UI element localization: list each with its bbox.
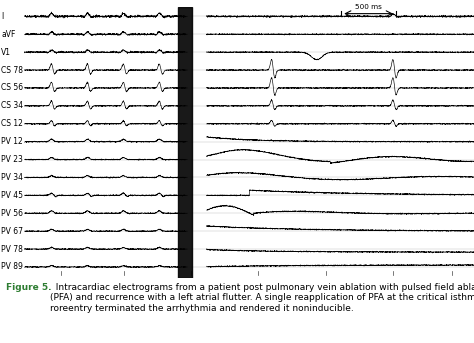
Text: PV 67: PV 67	[1, 227, 23, 236]
Bar	[178, 7, 192, 278]
Text: PV 23: PV 23	[1, 155, 23, 164]
Text: 500 ms: 500 ms	[355, 4, 382, 10]
Text: PV 78: PV 78	[1, 245, 23, 253]
Text: PV 12: PV 12	[1, 137, 23, 146]
Text: I: I	[1, 12, 4, 21]
Text: Figure 5.: Figure 5.	[6, 283, 51, 292]
Text: V1: V1	[1, 48, 11, 57]
Text: PV 56: PV 56	[1, 209, 23, 218]
Text: Intracardiac electrograms from a patient post pulmonary vein ablation with pulse: Intracardiac electrograms from a patient…	[50, 283, 474, 313]
Text: CS 34: CS 34	[1, 102, 24, 110]
Text: aVF: aVF	[1, 30, 16, 39]
Text: PV 45: PV 45	[1, 191, 23, 200]
Text: CS 56: CS 56	[1, 83, 24, 93]
Text: PV 34: PV 34	[1, 173, 23, 182]
Text: PV 89: PV 89	[1, 262, 23, 272]
Text: CS 78: CS 78	[1, 66, 23, 74]
Text: CS 12: CS 12	[1, 119, 23, 128]
